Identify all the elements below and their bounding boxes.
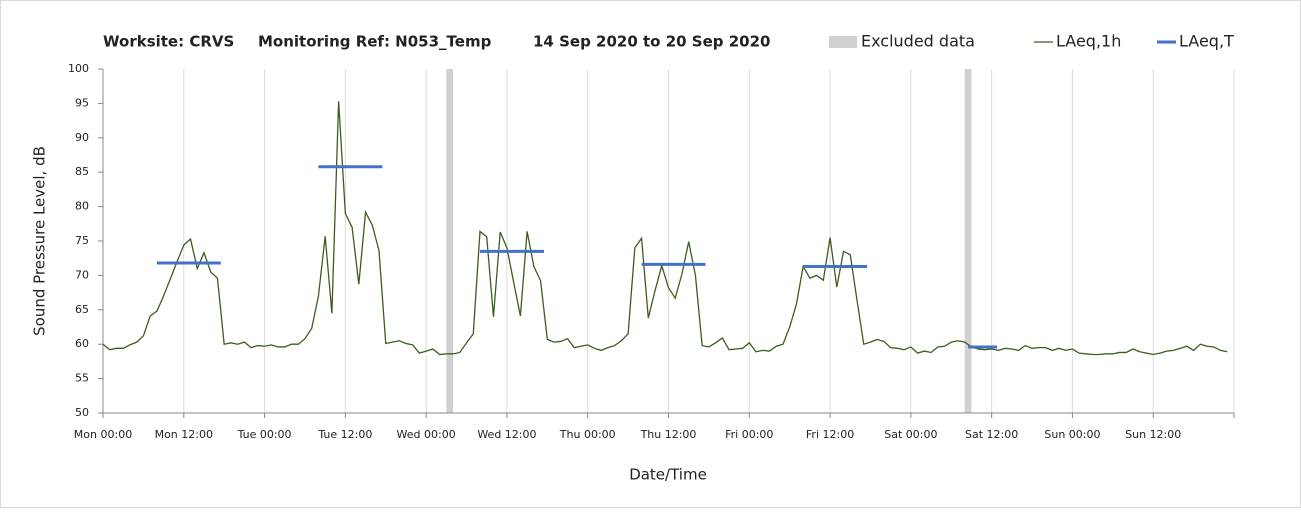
y-tick-label: 90 [75,131,89,144]
series-line [102,101,1228,356]
title-ref: Monitoring Ref: N053_Temp [258,33,492,51]
excluded-band [964,69,972,413]
x-tick-label: Sat 00:00 [884,428,937,441]
x-tick-label: Sun 00:00 [1044,428,1100,441]
title-site: Worksite: CRVS [103,33,234,51]
x-tick-label: Thu 12:00 [640,428,697,441]
x-tick-label: Sun 12:00 [1125,428,1181,441]
x-tick-label: Tue 00:00 [237,428,292,441]
x-tick-label: Tue 12:00 [317,428,372,441]
y-tick-label: 80 [75,200,89,213]
legend-label: LAeq,1h [1056,32,1121,51]
x-tick-label: Mon 12:00 [155,428,213,441]
y-tick-label: 65 [75,303,89,316]
legend-swatch [829,36,857,48]
x-tick-label: Wed 00:00 [397,428,456,441]
x-tick-label: Thu 00:00 [559,428,616,441]
y-tick-label: 100 [68,62,89,75]
title-dates: 14 Sep 2020 to 20 Sep 2020 [533,33,770,51]
y-tick-label: 50 [75,406,89,419]
legend-label: Excluded data [861,32,975,51]
x-tick-label: Sat 12:00 [965,428,1018,441]
x-tick-label: Fri 00:00 [725,428,773,441]
x-axis-label: Date/Time [629,466,707,484]
x-tick-label: Mon 00:00 [74,428,132,441]
x-tick-label: Wed 12:00 [477,428,536,441]
x-tick-label: Fri 12:00 [806,428,854,441]
excluded-band [446,69,454,413]
y-tick-label: 60 [75,337,89,350]
legend-label: LAeq,T [1179,32,1234,51]
y-tick-label: 75 [75,234,89,247]
y-tick-label: 95 [75,96,89,109]
y-tick-label: 55 [75,372,89,385]
y-tick-label: 85 [75,165,89,178]
y-tick-label: 70 [75,268,89,281]
y-axis-label: Sound Pressure Level, dB [31,146,49,336]
